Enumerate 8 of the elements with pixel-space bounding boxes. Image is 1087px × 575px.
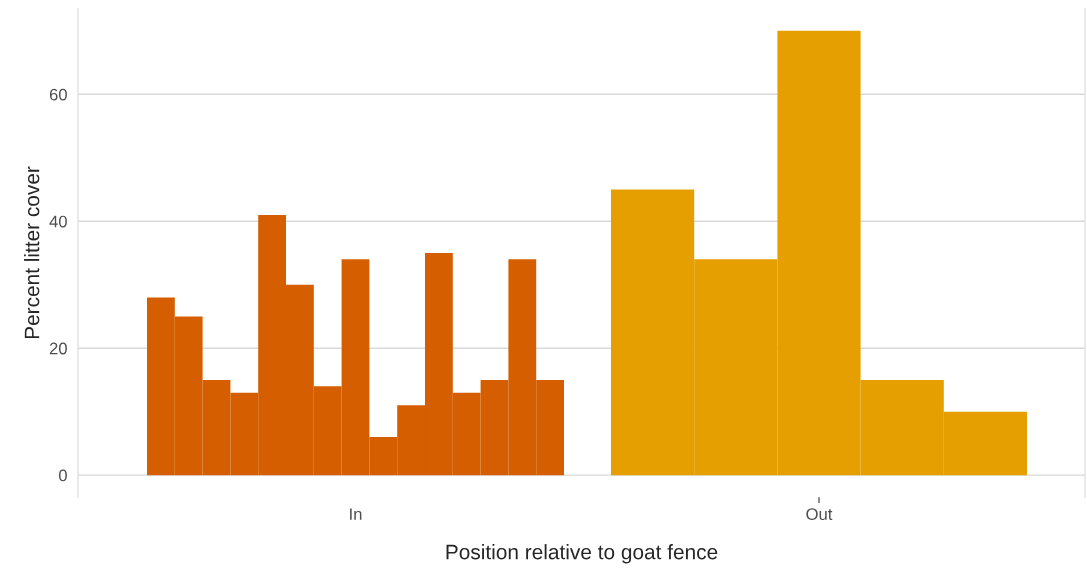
x-tick-label: In <box>350 508 362 520</box>
x-axis-title: Position relative to goat fence <box>446 544 718 564</box>
y-tick-label: 40 <box>49 215 67 228</box>
y-tick-label: 0 <box>58 469 67 482</box>
x-tick-label: Out <box>806 508 833 521</box>
y-tick-label: 60 <box>49 88 67 101</box>
y-tick-label: 20 <box>49 342 67 355</box>
y-axis-title: Percent litter cover <box>24 166 40 339</box>
